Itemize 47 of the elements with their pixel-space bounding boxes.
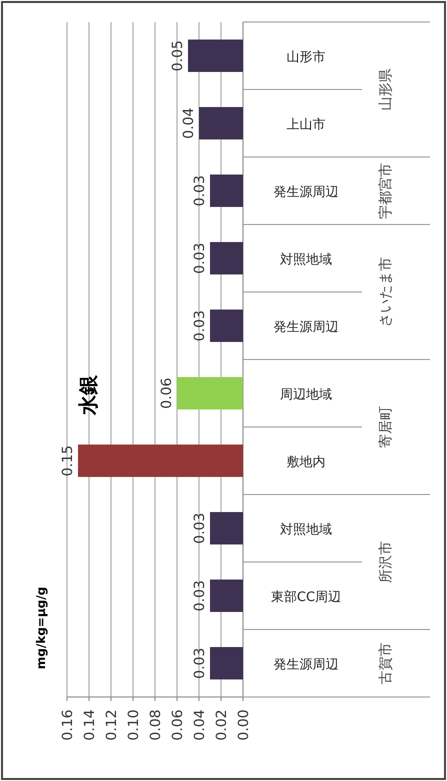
x-tick-label: 0.00 xyxy=(236,709,252,741)
data-label: 0.04 xyxy=(181,108,197,139)
data-label: 0.05 xyxy=(170,40,186,72)
y-tick-label: 東部CC周辺 xyxy=(270,590,342,605)
text: 古賀市 xyxy=(378,642,394,684)
bar xyxy=(78,444,243,477)
bar xyxy=(210,647,243,680)
text: 水銀 xyxy=(76,374,100,416)
text: 所沢市 xyxy=(378,541,394,583)
bar xyxy=(210,242,243,274)
x-tick-label: 0.16 xyxy=(60,709,76,741)
data-label: 0.03 xyxy=(192,310,208,342)
data-label: 0.03 xyxy=(192,175,208,206)
bar xyxy=(210,512,243,544)
text: さいたま市 xyxy=(378,257,394,327)
y-tick-label: 対照地域 xyxy=(280,521,332,538)
x-tick-label: 0.12 xyxy=(104,709,120,741)
x-tick-label: 0.10 xyxy=(126,709,142,741)
text: 宇都宮市 xyxy=(378,162,394,219)
data-label: 0.03 xyxy=(192,242,208,274)
text: 山形県 xyxy=(378,68,394,110)
x-tick-label: 0.04 xyxy=(192,709,208,741)
y-tick-label: 周辺地域 xyxy=(280,387,332,402)
y-tick-label: 対照地域 xyxy=(280,251,332,268)
x-tick-label: 0.08 xyxy=(148,709,164,741)
bar xyxy=(199,107,243,140)
y-tick-label: 発生源周辺 xyxy=(274,657,338,672)
bar xyxy=(210,174,243,207)
y-tick-label: 山形市 xyxy=(286,50,326,65)
y-tick-label: 上山市 xyxy=(286,117,326,132)
data-label: 0.06 xyxy=(159,378,175,409)
bar xyxy=(188,40,243,72)
x-tick-label: 0.06 xyxy=(170,709,186,741)
bar xyxy=(210,580,243,612)
data-label: 0.03 xyxy=(192,648,208,679)
x-tick-label: 0.02 xyxy=(214,709,230,741)
bar xyxy=(177,377,243,410)
bar xyxy=(210,310,243,342)
data-label: 0.15 xyxy=(60,445,76,476)
text: 寄居町 xyxy=(378,406,394,448)
y-tick-label: 敷地内 xyxy=(286,454,326,470)
y-tick-label: 発生源周辺 xyxy=(274,320,338,335)
data-label: 0.03 xyxy=(192,512,208,544)
data-label: 0.03 xyxy=(192,580,208,612)
text: mg/kg=μg/g xyxy=(34,586,48,670)
x-tick-label: 0.14 xyxy=(82,709,98,741)
y-tick-label: 発生源周辺 xyxy=(274,184,338,200)
